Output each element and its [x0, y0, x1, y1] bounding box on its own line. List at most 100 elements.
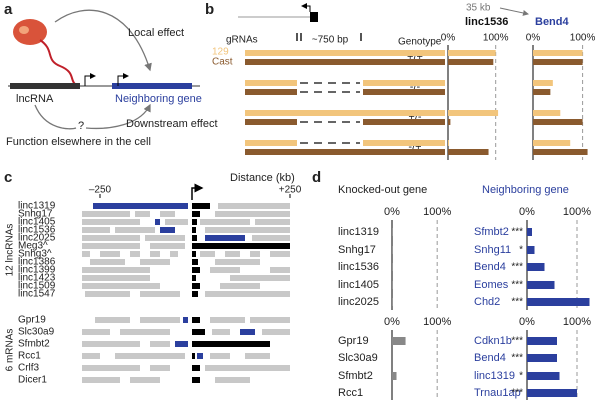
gene-block: [220, 283, 260, 289]
bar: [533, 80, 553, 86]
gene-block: [192, 235, 197, 241]
gene-label: Dicer1: [18, 375, 47, 386]
gene-block: [192, 329, 205, 335]
gene-block: [155, 219, 160, 225]
gene-block: [192, 275, 196, 281]
neighbor-label: Bend4: [474, 352, 506, 364]
gene-block: [205, 227, 290, 233]
gene-block: [192, 291, 198, 297]
gene-block: [252, 235, 290, 241]
gene-block: [215, 259, 260, 265]
gene-block: [140, 259, 170, 265]
gene-label: Snhg17: [18, 209, 53, 220]
gene-label: linc1405: [338, 279, 379, 291]
gene-block: [170, 251, 178, 257]
gene-block: [150, 251, 160, 257]
bar: [392, 372, 397, 380]
gene-block: [197, 353, 203, 359]
gene-label: Gpr19: [18, 315, 46, 326]
track: [245, 140, 297, 146]
text: Neighboring gene: [115, 93, 202, 105]
bar: [527, 228, 532, 236]
gene-block: [192, 317, 200, 323]
bar: [527, 246, 535, 254]
tick-label: 0%: [526, 33, 541, 44]
gene-block: [192, 377, 200, 383]
gene-block: [205, 235, 245, 241]
gene-block: [130, 377, 160, 383]
gene-block: [183, 317, 188, 323]
track: [245, 110, 445, 116]
bar: [392, 281, 393, 289]
text: ?: [78, 120, 84, 132]
tick-label: 100%: [563, 316, 591, 328]
bar: [392, 228, 393, 236]
chart-title: Bend4: [535, 16, 570, 28]
gene-label: linc1319: [338, 226, 379, 238]
arrow: [34, 104, 77, 130]
bar: [448, 110, 499, 116]
gene-block: [240, 329, 255, 335]
gene-block: [85, 291, 130, 297]
gene-block: [192, 341, 270, 347]
tick-label: 100%: [570, 33, 596, 44]
bar: [527, 281, 555, 289]
tss: [117, 73, 129, 86]
gene-block: [270, 267, 290, 273]
neighbor-label: Snhg11: [474, 244, 511, 256]
significance: ***: [511, 227, 523, 238]
gene-label: linc1536: [18, 225, 56, 236]
track: [363, 119, 445, 125]
gene-label: Snhg17: [338, 244, 376, 256]
gene-block: [192, 243, 290, 249]
neighbor-label: Chd2: [474, 296, 500, 308]
gene-label: linc1319: [18, 201, 56, 212]
gene-label: linc2025: [338, 296, 379, 308]
panel-b: b 35 kb gRNAs ~750 bp Genotype: [205, 1, 529, 48]
significance: ***: [511, 297, 523, 308]
track: [363, 80, 445, 86]
bar: [392, 337, 406, 345]
bar: [527, 337, 557, 345]
gene-block: [82, 275, 150, 281]
panel-label: b: [205, 1, 214, 18]
bar: [448, 140, 449, 146]
bar: [527, 354, 557, 362]
text: Downstream effect: [126, 118, 218, 130]
gene-block: [192, 211, 200, 217]
panel-label: a: [4, 1, 13, 18]
gene-block: [192, 219, 197, 225]
tick-label: 0%: [384, 316, 400, 328]
gene-block: [192, 283, 200, 289]
axis-title: Distance (kb): [230, 172, 295, 184]
gene-label: Slc30a9: [338, 352, 378, 364]
gene-block: [93, 203, 188, 209]
gene-block: [82, 341, 140, 347]
gene-block: [82, 211, 130, 217]
track: [363, 89, 445, 95]
lncrna-gene: [10, 83, 80, 89]
gene-block: [120, 329, 170, 335]
tss: [84, 73, 96, 86]
gene-block: [95, 317, 130, 323]
bar: [527, 389, 577, 397]
gene-block: [215, 377, 250, 383]
bar: [533, 89, 551, 95]
tick-label: –250: [89, 185, 112, 196]
grna: [360, 33, 362, 41]
rna-strand: [39, 39, 76, 85]
gene-label: linc1547: [18, 289, 56, 300]
track: [245, 119, 297, 125]
arrow: [54, 9, 152, 72]
gene-label: Slc30a9: [18, 327, 55, 338]
significance: ***: [511, 353, 523, 364]
gene-block: [82, 283, 160, 289]
gene-block: [210, 317, 245, 323]
track: [363, 140, 445, 146]
gene-block: [250, 251, 260, 257]
title: Neighboring gene: [482, 184, 569, 196]
gene-block: [145, 235, 185, 241]
bar: [392, 246, 393, 254]
gene-block: [82, 329, 110, 335]
gene-block: [82, 365, 140, 371]
